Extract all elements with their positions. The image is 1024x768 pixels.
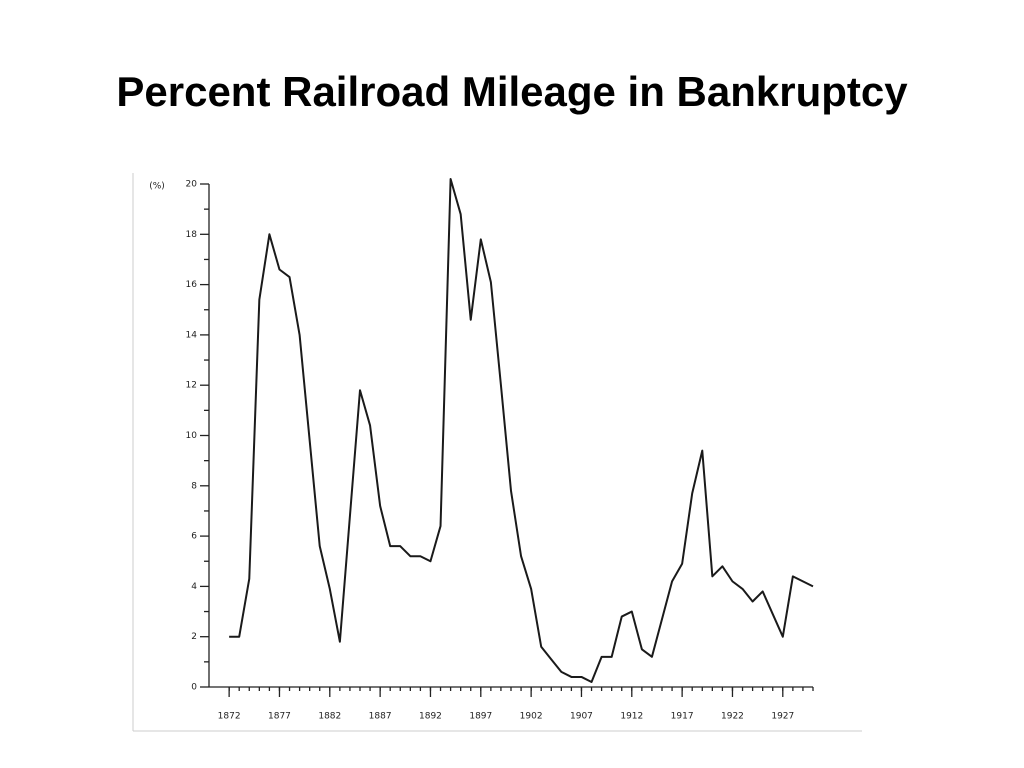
y-tick-label: 2 [191, 632, 197, 642]
x-tick-label: 1902 [520, 712, 543, 722]
y-tick-label: 8 [191, 481, 197, 491]
y-tick-label: 6 [191, 532, 197, 542]
x-tick-label: 1877 [268, 712, 291, 722]
y-tick-label: 14 [186, 330, 198, 340]
y-tick-label: 12 [186, 381, 197, 391]
chart-title: Percent Railroad Mileage in Bankruptcy [116, 68, 908, 115]
y-tick-label: 20 [186, 180, 198, 190]
y-tick-label: 4 [191, 582, 197, 592]
y-tick-label: 18 [186, 230, 198, 240]
y-tick-label: 10 [186, 431, 198, 441]
x-tick-label: 1892 [419, 712, 442, 722]
x-tick-label: 1897 [469, 712, 492, 722]
data-line [229, 177, 814, 683]
x-tick-label: 1872 [218, 712, 241, 722]
x-tick-label: 1912 [620, 712, 643, 722]
x-tick-label: 1917 [671, 712, 694, 722]
x-tick-label: 1887 [369, 712, 392, 722]
x-tick-label: 1922 [721, 712, 744, 722]
x-tick-label: 1882 [318, 712, 341, 722]
y-axis-label: (%) [149, 182, 165, 192]
x-tick-label: 1927 [771, 712, 794, 722]
y-tick-label: 0 [191, 683, 197, 693]
x-tick-label: 1907 [570, 712, 593, 722]
y-tick-label: 16 [186, 280, 198, 290]
